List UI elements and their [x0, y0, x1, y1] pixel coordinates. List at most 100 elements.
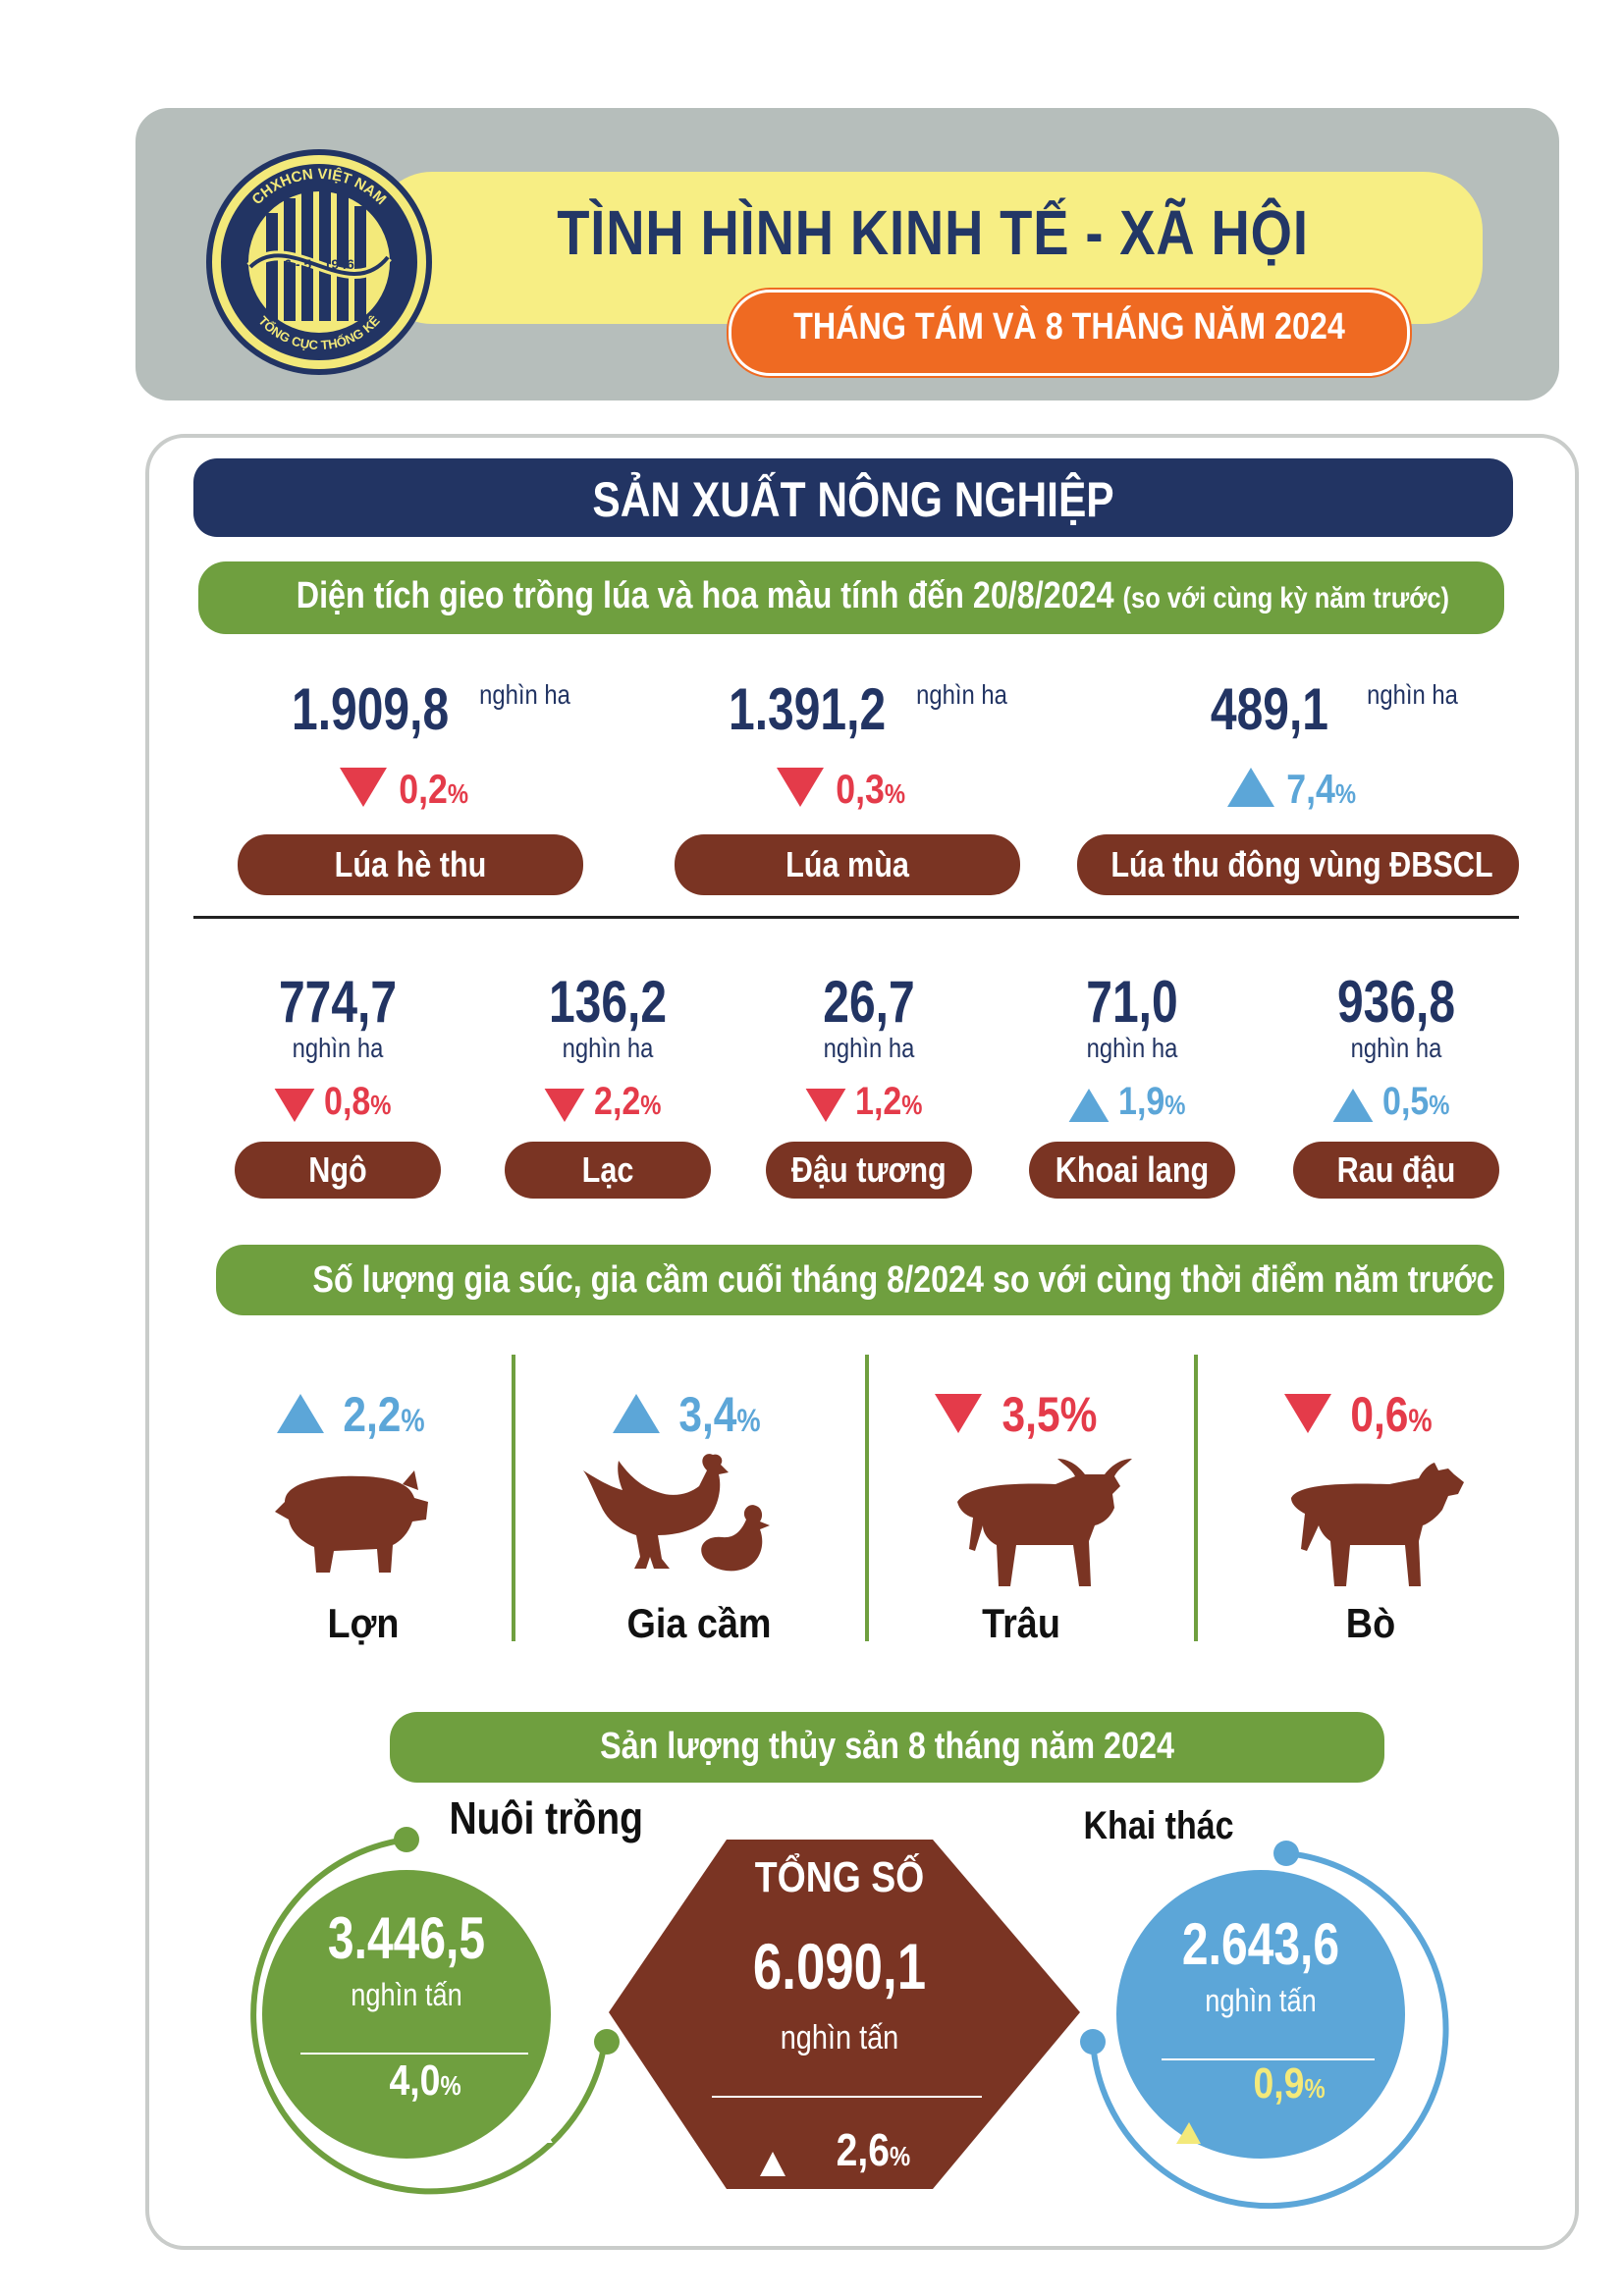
- aquaculture-label: Nuôi trồng: [449, 1792, 644, 1843]
- pct-sign: %: [901, 1090, 923, 1120]
- crop-label: Lạc: [581, 1149, 634, 1190]
- page-subtitle: THÁNG TÁM VÀ 8 THÁNG NĂM 2024: [793, 306, 1345, 347]
- crop-label: Khoai lang: [1055, 1149, 1210, 1190]
- livestock-label: Gia cầm: [626, 1600, 772, 1646]
- pct-sign: %: [1429, 1090, 1450, 1120]
- total-pct-value: 2,6: [836, 2124, 891, 2175]
- crop-value: 774,7: [278, 969, 398, 1035]
- crop-value: 936,8: [1336, 969, 1456, 1035]
- aquaculture-pct-value: 4,0: [389, 2056, 441, 2105]
- livestock-label: Lợn: [327, 1600, 400, 1646]
- crop-label-pill: Lạc: [505, 1142, 711, 1199]
- pct-value: 0,2: [399, 766, 448, 812]
- livestock-pct: 3,4%: [678, 1386, 760, 1443]
- pct-sign: %: [447, 778, 469, 809]
- livestock-label: Bò: [1345, 1600, 1396, 1646]
- pct-value: 2,2: [594, 1080, 641, 1123]
- livestock-label: Trâu: [982, 1600, 1060, 1646]
- rice-pct: 0,3%: [836, 766, 905, 813]
- rice-value: 489,1: [1210, 676, 1328, 742]
- crop-label-pill: Khoai lang: [1029, 1142, 1235, 1199]
- pct-value: 0,6: [1350, 1387, 1409, 1442]
- pct-sign: %: [1304, 2073, 1326, 2104]
- total-unit: nghìn tấn: [780, 2019, 899, 2056]
- crop-unit: nghìn ha: [562, 1033, 654, 1063]
- planting-heading-bar: [198, 561, 1504, 634]
- cow-icon: [1291, 1463, 1464, 1586]
- separator: [1194, 1355, 1198, 1641]
- crop-pct: 2,2%: [594, 1080, 661, 1124]
- pct-value: 3,4: [678, 1387, 737, 1442]
- capture-pct: 0,9%: [1253, 2059, 1325, 2109]
- fishery-graphic: [250, 1827, 1449, 2210]
- aquaculture-value: 3.446,5: [327, 1905, 486, 1971]
- crop-label: Ngô: [308, 1149, 367, 1190]
- crop-value: 26,7: [823, 969, 915, 1035]
- crop-unit: nghìn ha: [823, 1033, 915, 1063]
- fishery-heading: Sản lượng thủy sản 8 tháng năm 2024: [600, 1726, 1174, 1767]
- subtitle-pill: [729, 290, 1410, 376]
- section-title: SẢN XUẤT NÔNG NGHIỆP: [592, 472, 1114, 527]
- rice-unit: nghìn ha: [916, 679, 1007, 710]
- planting-heading-text: Diện tích gieo trồng lúa và hoa màu tính…: [296, 575, 1114, 616]
- pct-value: 3,5%: [1001, 1387, 1098, 1442]
- rice-unit: nghìn ha: [479, 679, 570, 710]
- crop-label-pill: Đậu tương: [766, 1142, 972, 1199]
- pct-value: 1,2: [855, 1080, 902, 1123]
- gso-logo: CHXHCN VIỆT NAM 6 - 5 - 1946 TỔNG CỤC TH…: [206, 149, 432, 375]
- capture-value: 2.643,6: [1181, 1911, 1340, 1977]
- crop-unit: nghìn ha: [1350, 1033, 1442, 1063]
- rice-label-pill: Lúa hè thu: [238, 834, 583, 895]
- arrow-down-icon: [340, 768, 387, 807]
- pct-sign: %: [884, 778, 906, 809]
- logo-date: 6 - 5 - 1946: [284, 256, 354, 272]
- aquaculture-pct: 4,0%: [389, 2056, 460, 2106]
- pct-value: 7,4: [1286, 766, 1335, 812]
- rice-label: Lúa thu đông vùng ĐBSCL: [1110, 844, 1493, 884]
- crop-value: 136,2: [548, 969, 668, 1035]
- pct-sign: %: [736, 1403, 761, 1438]
- crop-unit: nghìn ha: [292, 1033, 384, 1063]
- pct-sign: %: [640, 1090, 662, 1120]
- arrow-down-icon: [544, 1089, 585, 1122]
- capture-pct-value: 0,9: [1253, 2059, 1305, 2108]
- planting-heading-note: (so với cùng kỳ năm trước): [1122, 582, 1450, 614]
- rice-pct: 0,2%: [399, 766, 468, 813]
- arrow-up-icon: [277, 1394, 324, 1433]
- section-banner: [193, 458, 1513, 537]
- crop-label: Đậu tương: [791, 1149, 947, 1190]
- divider: [193, 916, 1519, 919]
- crop-label: Rau đậu: [1336, 1149, 1456, 1190]
- rice-label: Lúa mùa: [785, 844, 909, 884]
- rice-label-pill: Lúa mùa: [675, 834, 1020, 895]
- arrow-down-icon: [805, 1089, 846, 1122]
- pct-sign: %: [1408, 1403, 1433, 1438]
- rice-label-pill: Lúa thu đông vùng ĐBSCL: [1077, 834, 1519, 895]
- total-label: TỔNG SỐ: [754, 1853, 925, 1901]
- arrow-down-icon: [1284, 1394, 1331, 1433]
- arrow-up-icon: [1068, 1089, 1110, 1122]
- pct-sign: %: [401, 1403, 425, 1438]
- poultry-icon: [583, 1454, 770, 1572]
- pct-sign: %: [370, 1090, 392, 1120]
- page-title: TÌNH HÌNH KINH TẾ - XÃ HỘI: [557, 197, 1309, 268]
- arrow-up-icon: [1227, 768, 1274, 807]
- livestock-pct: 2,2%: [343, 1386, 424, 1443]
- pct-value: 0,8: [324, 1080, 371, 1123]
- livestock-pct: 3,5%: [1002, 1386, 1098, 1443]
- total-pct: 2,6%: [837, 2123, 911, 2176]
- pct-sign: %: [440, 2070, 461, 2101]
- separator: [512, 1355, 515, 1641]
- crop-label-pill: Rau đậu: [1293, 1142, 1499, 1199]
- rice-pct: 7,4%: [1286, 766, 1356, 813]
- capture-label: Khai thác: [1083, 1804, 1234, 1847]
- pig-icon: [275, 1470, 428, 1573]
- capture-unit: nghìn tấn: [1205, 1983, 1317, 2018]
- pct-value: 1,9: [1118, 1080, 1165, 1123]
- aquaculture-unit: nghìn tấn: [351, 1977, 462, 2012]
- crop-pct: 0,5%: [1382, 1080, 1449, 1124]
- livestock-heading-bar: [216, 1245, 1504, 1315]
- separator: [865, 1355, 869, 1641]
- arrow-down-icon: [935, 1394, 982, 1433]
- crop-pct: 1,9%: [1118, 1080, 1185, 1124]
